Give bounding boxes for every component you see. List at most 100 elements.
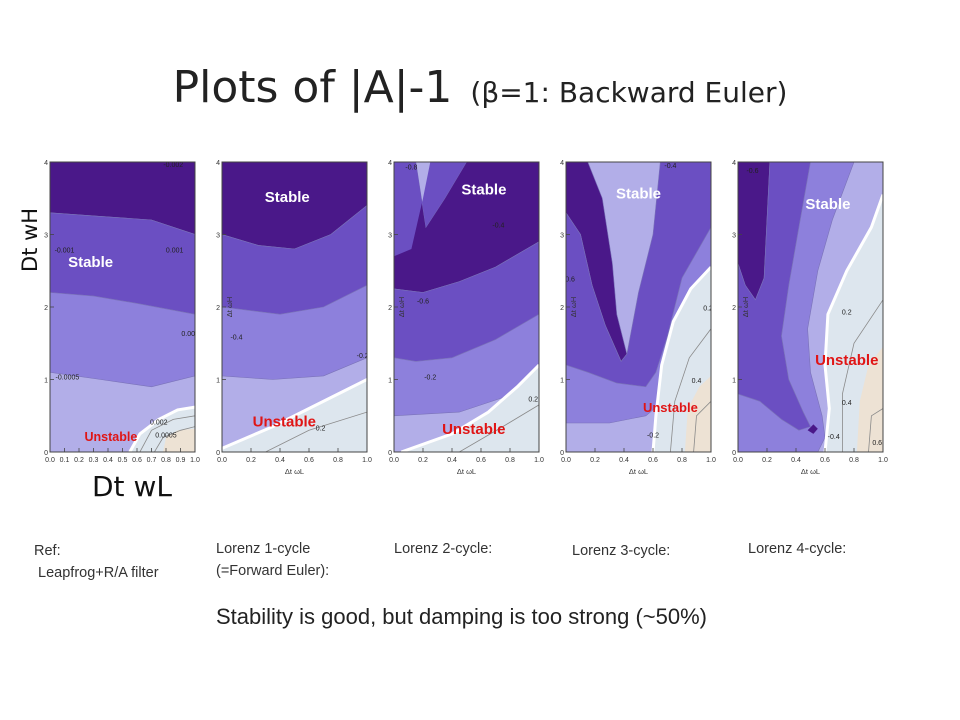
contour-line: [868, 408, 883, 452]
unstable-region-label: Unstable: [85, 430, 138, 444]
plot-panel-lorenz-1: -0.4 -0.2 0.2 0 1 2 3 4 0.0 0.2 0.4 0.6 0.8 1.0 Δt ωL Δ…: [216, 158, 374, 476]
y-tick-label: 0: [44, 450, 48, 457]
x-tick-label: 0.6: [820, 457, 830, 464]
unstable-region-label: Unstable: [815, 352, 878, 369]
unstable-region-label: Unstable: [643, 400, 698, 415]
x-tick-label: 0.8: [849, 457, 859, 464]
x-tick-label: 0.2: [74, 457, 84, 464]
stability-boundary: [222, 378, 367, 450]
contour-label: 0.002: [150, 419, 168, 426]
caption-lorenz-1: Lorenz 1-cycle (=Forward Euler):: [216, 541, 330, 579]
x-tick-label: 0.6: [476, 457, 486, 464]
contour-label: -0.0005: [56, 375, 80, 382]
x-tick-label: 1.0: [706, 457, 716, 464]
plot-panel-ref: -0.002 -0.001 0.001 -0.0005 0.0015 0.002 0.000…: [44, 158, 202, 476]
panel-x-label: Δt ωL: [801, 467, 820, 476]
y-tick-label: 4: [560, 160, 564, 167]
y-tick-label: 2: [44, 305, 48, 312]
x-tick-label: 0.2: [590, 457, 600, 464]
caption-lorenz-4: Lorenz 4-cycle:: [748, 541, 847, 557]
x-tick-label: 1.0: [878, 457, 888, 464]
contour-label: -0.8: [405, 164, 417, 171]
contour-label: -0.6: [417, 298, 429, 305]
contour-label: -0.001: [55, 248, 75, 255]
x-tick-label: 0.4: [275, 457, 285, 464]
y-tick-label: 4: [216, 160, 220, 167]
x-tick-label: 0.7: [147, 457, 157, 464]
x-tick-label: 0.2: [762, 457, 772, 464]
contour-label: -0.4: [828, 434, 840, 441]
x-tick-label: 0.4: [103, 457, 113, 464]
contour-line: [459, 404, 539, 452]
contour-plot: -0.002 -0.001 0.001 -0.0005 0.0015 0.002 0.000…: [44, 160, 203, 464]
x-tick-label: 0.1: [60, 457, 70, 464]
contour-label: 0.0005: [155, 433, 177, 440]
x-tick-label: 0.6: [304, 457, 314, 464]
y-tick-label: 0: [732, 450, 736, 457]
y-tick-label: 4: [388, 160, 392, 167]
y-tick-label: 1: [44, 378, 48, 385]
contour-label: 0.001: [166, 248, 184, 255]
x-tick-label: 0.0: [733, 457, 743, 464]
x-tick-label: 0.5: [118, 457, 128, 464]
contour-band: [394, 162, 467, 257]
contour-label: -0.4: [230, 335, 242, 342]
contour-label: 0.2: [842, 309, 852, 316]
contour-label: 0.2: [316, 425, 326, 432]
caption-lorenz-2: Lorenz 2-cycle:: [394, 541, 493, 557]
contour-label: -0.2: [647, 433, 659, 440]
stability-boundary: [823, 194, 883, 452]
caption-lorenz-3: Lorenz 3-cycle:: [572, 543, 671, 559]
x-tick-label: 1.0: [534, 457, 544, 464]
plot-panel-lorenz-3: -0.4 -0.6 0.2 0.4 -0.2 0 1 2 3 4 0.0 0.2 0.4 0.6 0.8 1.…: [560, 158, 718, 476]
contour-label: -0.2: [424, 375, 436, 382]
y-tick-label: 3: [216, 233, 220, 240]
x-tick-label: 0.4: [619, 457, 629, 464]
contour-band: [50, 292, 195, 388]
x-tick-label: 0.4: [791, 457, 801, 464]
contour-plot: -0.6 0.2 0.4 -0.4 0.6 0 1 2 3 4 0.0 0.2 0.4 0.6 0.8 1.0…: [732, 160, 888, 476]
x-tick-label: 1.0: [362, 457, 372, 464]
contour-line: [265, 411, 367, 452]
x-tick-label: 0.6: [648, 457, 658, 464]
contour-plot: -0.8 -0.4 -0.6 -0.2 0.2 0 1 2 3 4 0.0 0.2 0.4 0.6 0.8 1…: [388, 160, 544, 476]
x-tick-label: 0.8: [505, 457, 515, 464]
caption-ref: Ref: Leapfrog+R/A filter: [34, 543, 159, 581]
unstable-region-high: [856, 346, 883, 452]
contour-band: [807, 424, 818, 434]
y-tick-label: 1: [216, 378, 220, 385]
contour-label: -0.6: [746, 168, 758, 175]
stable-region-label: Stable: [68, 254, 113, 271]
x-tick-label: 0.2: [246, 457, 256, 464]
footer-note: Stability is good, but damping is too st…: [216, 604, 707, 629]
contour-label: 0.2: [528, 396, 538, 403]
y-tick-label: 2: [216, 305, 220, 312]
contour-line: [670, 328, 711, 452]
contour-label: 0.0015: [181, 331, 203, 338]
x-axis-label: Dt wL: [92, 470, 172, 503]
y-tick-label: 3: [44, 233, 48, 240]
x-tick-label: 0.2: [418, 457, 428, 464]
contour-line: [842, 299, 883, 452]
contour-label: 0.2: [703, 306, 713, 313]
contour-label: -0.4: [664, 163, 676, 170]
x-tick-label: 0.8: [333, 457, 343, 464]
stability-boundary: [128, 405, 195, 452]
y-tick-label: 2: [388, 305, 392, 312]
contour-band: [738, 162, 855, 452]
contour-plot: -0.4 -0.6 0.2 0.4 -0.2 0 1 2 3 4 0.0 0.2 0.4 0.6 0.8 1.…: [560, 160, 716, 476]
x-tick-label: 0.3: [89, 457, 99, 464]
panel-y-label: Δt ωH: [397, 297, 406, 317]
stable-region-label: Stable: [265, 189, 310, 206]
contour-label: 0.6: [872, 440, 882, 447]
x-tick-label: 0.0: [561, 457, 571, 464]
contour-label: -0.002: [163, 162, 183, 169]
title-subtitle: (β=1: Backward Euler): [470, 76, 788, 109]
unstable-region-label: Unstable: [253, 414, 316, 431]
unstable-region: [401, 365, 539, 452]
contour-band: [222, 284, 367, 380]
y-tick-label: 0: [560, 450, 564, 457]
contour-band: [394, 313, 539, 417]
unstable-region-label: Unstable: [442, 421, 505, 438]
stable-region-label: Stable: [805, 196, 850, 213]
